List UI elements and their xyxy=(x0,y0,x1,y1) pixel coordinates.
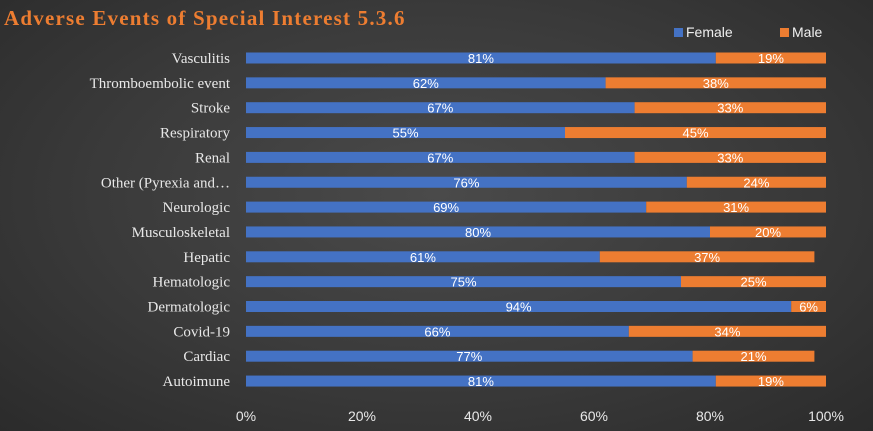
female-data-label: 66% xyxy=(424,324,450,339)
male-bar xyxy=(715,52,826,64)
female-bar xyxy=(246,375,716,387)
male-bar xyxy=(634,151,826,163)
female-bar xyxy=(246,325,629,337)
female-bar xyxy=(246,226,710,238)
legend-swatch-female xyxy=(674,28,683,37)
female-bar xyxy=(246,176,687,188)
male-data-label: 45% xyxy=(682,126,708,141)
legend-label-male: Male xyxy=(792,24,823,40)
female-bar xyxy=(246,201,647,213)
male-bar xyxy=(605,77,826,89)
male-bar xyxy=(791,301,826,312)
female-bar xyxy=(246,350,693,362)
female-data-label: 77% xyxy=(456,349,482,364)
category-label: Musculoskeletal xyxy=(132,225,230,241)
male-bar xyxy=(634,102,826,114)
x-tick-label: 40% xyxy=(464,408,492,424)
x-tick-label: 20% xyxy=(348,408,376,424)
chart-title: Adverse Events of Special Interest 5.3.6 xyxy=(4,6,406,30)
category-label: Other (Pyrexia and… xyxy=(101,175,230,191)
category-label: Stroke xyxy=(191,101,231,117)
male-data-label: 38% xyxy=(703,76,729,91)
female-bar xyxy=(246,77,606,89)
category-label: Covid-19 xyxy=(173,324,230,340)
male-bar xyxy=(599,251,815,263)
male-bar xyxy=(710,226,826,238)
male-bar xyxy=(692,350,815,362)
category-label: Renal xyxy=(195,150,230,166)
female-data-label: 81% xyxy=(468,374,494,389)
female-data-label: 76% xyxy=(453,175,479,190)
female-bar xyxy=(246,127,565,139)
male-data-label: 20% xyxy=(755,225,781,240)
female-data-label: 75% xyxy=(450,275,476,290)
category-label: Vasculitis xyxy=(172,51,230,67)
male-bar xyxy=(646,201,826,213)
female-bar xyxy=(246,301,792,312)
legend-swatch-male xyxy=(780,28,789,37)
category-label: Hematologic xyxy=(153,275,231,291)
male-data-label: 19% xyxy=(758,51,784,66)
male-data-label: 21% xyxy=(740,349,766,364)
female-data-label: 67% xyxy=(427,101,453,116)
category-label: Dermatologic xyxy=(148,300,231,316)
male-bar xyxy=(628,325,826,337)
male-data-label: 34% xyxy=(714,324,740,339)
male-data-label: 33% xyxy=(717,150,743,165)
male-data-label: 24% xyxy=(743,175,769,190)
female-data-label: 67% xyxy=(427,150,453,165)
male-bar xyxy=(715,375,826,387)
female-bar xyxy=(246,276,681,288)
female-data-label: 61% xyxy=(410,250,436,265)
category-label: Autoimune xyxy=(163,374,231,390)
female-data-label: 81% xyxy=(468,51,494,66)
female-bar xyxy=(246,251,600,263)
female-data-label: 55% xyxy=(392,126,418,141)
x-tick-label: 60% xyxy=(580,408,608,424)
category-label: Respiratory xyxy=(160,126,230,142)
male-bar xyxy=(565,127,826,139)
male-data-label: 33% xyxy=(717,101,743,116)
female-data-label: 69% xyxy=(433,200,459,215)
female-bar xyxy=(246,52,716,64)
category-label: Neurologic xyxy=(163,200,231,216)
legend-label-female: Female xyxy=(686,24,733,40)
female-bar xyxy=(246,151,635,163)
male-bar xyxy=(686,176,826,188)
male-data-label: 31% xyxy=(723,200,749,215)
female-data-label: 80% xyxy=(465,225,491,240)
female-data-label: 62% xyxy=(413,76,439,91)
category-label: Cardiac xyxy=(183,349,230,365)
male-bar xyxy=(681,276,826,288)
x-tick-label: 0% xyxy=(236,408,256,424)
category-label: Thromboembolic event xyxy=(90,76,231,92)
female-bar xyxy=(246,102,635,114)
x-tick-label: 80% xyxy=(696,408,724,424)
male-data-label: 25% xyxy=(740,275,766,290)
male-data-label: 6% xyxy=(799,300,818,315)
x-tick-label: 100% xyxy=(808,408,844,424)
category-label: Hepatic xyxy=(183,250,230,266)
male-data-label: 19% xyxy=(758,374,784,389)
female-data-label: 94% xyxy=(506,300,532,315)
male-data-label: 37% xyxy=(694,250,720,265)
